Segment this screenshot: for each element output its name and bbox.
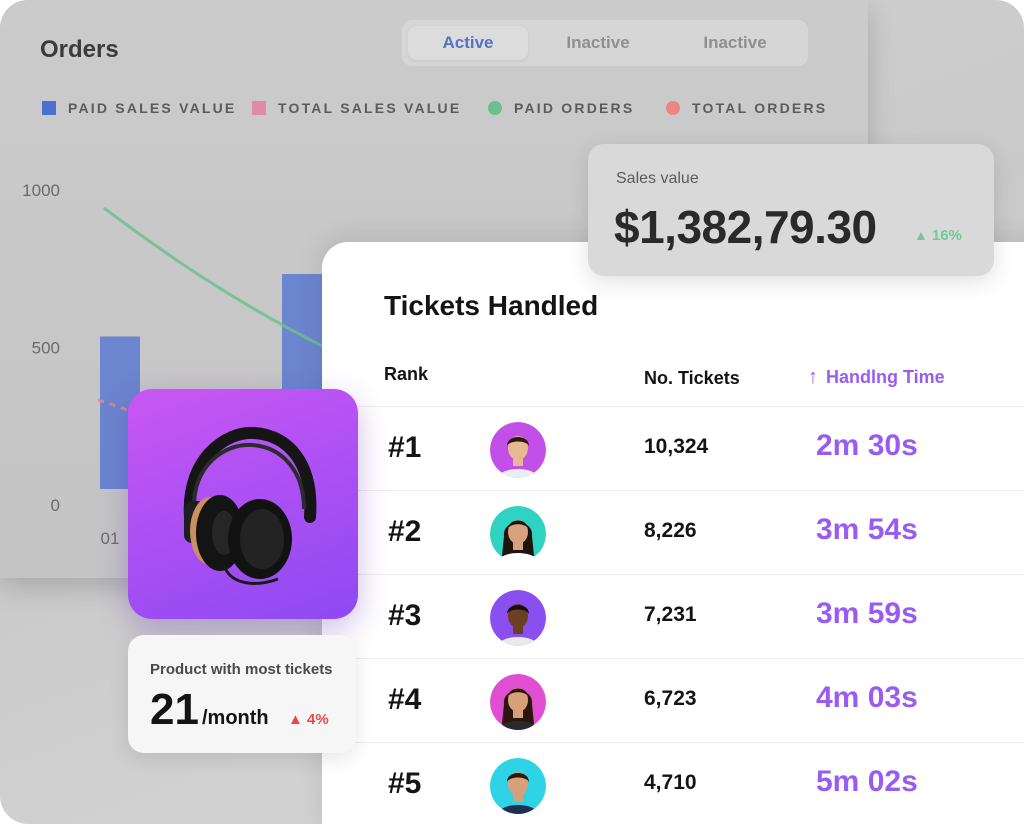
sales-value-label: Sales value [616,170,699,187]
avatar [490,590,546,646]
ticket-count-cell: 8,226 [644,519,697,542]
handling-time-cell: 5m 02s [816,765,918,798]
x-tick-label: 01 [101,529,120,548]
line-paid-orders [103,206,331,352]
column-header-handling-time-label: Handlng Time [826,367,945,387]
status-segmented-control: Active Inactive Inactive [402,20,808,66]
product-delta-text: 4% [307,711,329,728]
sales-delta-text: 16% [931,227,962,244]
legend-label: TOTAL SALES VALUE [278,100,462,116]
table-row[interactable]: #1 10,324 2m 30s [322,406,1024,491]
product-stat-delta: ▲ 4% [288,711,329,728]
handling-time-cell: 2m 30s [816,429,918,462]
tab-inactive-2[interactable]: Inactive [703,33,767,52]
product-stat-unit: /month [202,707,269,729]
trend-up-icon: ▲ [914,227,928,243]
rank-cell: #1 [388,431,422,464]
sales-value-delta: ▲ 16% [914,227,962,244]
tab-inactive-1[interactable]: Inactive [566,33,630,52]
table-row[interactable]: #3 7,231 3m 59s [322,574,1024,659]
avatar [490,674,546,730]
rank-cell: #4 [388,683,422,716]
avatar [490,422,546,478]
orders-title: Orders [40,36,119,63]
headphones-icon [183,426,317,585]
line-total-orders [97,398,133,414]
handling-time-cell: 4m 03s [816,681,918,714]
legend-label: PAID SALES VALUE [68,100,237,116]
legend-swatch-total-sales [252,101,266,115]
handling-time-cell: 3m 54s [816,513,918,546]
y-tick-label: 0 [51,496,60,515]
ticket-count-cell: 6,723 [644,687,697,710]
handling-time-cell: 3m 59s [816,597,918,630]
product-stat-value: 21 [150,685,199,734]
product-image-tile[interactable] [128,389,358,619]
legend-swatch-paid-sales [42,101,56,115]
ticket-count-cell: 10,324 [644,435,709,458]
table-row[interactable]: #5 4,710 5m 02s [322,742,1024,824]
ticket-count-cell: 4,710 [644,771,697,794]
tickets-title: Tickets Handled [384,290,599,321]
tab-active[interactable]: Active [408,26,528,60]
table-row[interactable]: #4 6,723 4m 03s [322,658,1024,743]
rank-cell: #3 [388,599,422,632]
rank-cell: #2 [388,515,422,548]
legend-label: PAID ORDERS [514,100,635,116]
avatar [490,758,546,814]
sort-arrow-up-icon: ↑ [808,366,818,388]
column-header-tickets[interactable]: No. Tickets [644,368,740,388]
y-tick-label: 500 [32,339,60,358]
sales-value-card: Sales value $1,382,79.30 ▲ 16% [588,144,994,276]
column-header-rank[interactable]: Rank [384,364,429,384]
ticket-count-cell: 7,231 [644,603,697,626]
product-stat-card: Product with most tickets 21 /month ▲ 4% [128,635,356,753]
sales-value-amount: $1,382,79.30 [614,201,877,253]
product-stat-label: Product with most tickets [150,661,333,678]
trend-up-icon: ▲ [288,711,308,728]
rank-cell: #5 [388,767,422,800]
table-row[interactable]: #2 8,226 3m 54s [322,490,1024,575]
legend-dot-total-orders [666,101,680,115]
tickets-handled-card: Tickets Handled Rank No. Tickets ↑ Handln… [322,242,1024,824]
y-tick-label: 1000 [22,181,60,200]
column-header-handling-time[interactable]: ↑ Handlng Time [808,366,945,389]
avatar [490,506,546,562]
legend-dot-paid-orders [488,101,502,115]
legend-label: TOTAL ORDERS [692,100,828,116]
